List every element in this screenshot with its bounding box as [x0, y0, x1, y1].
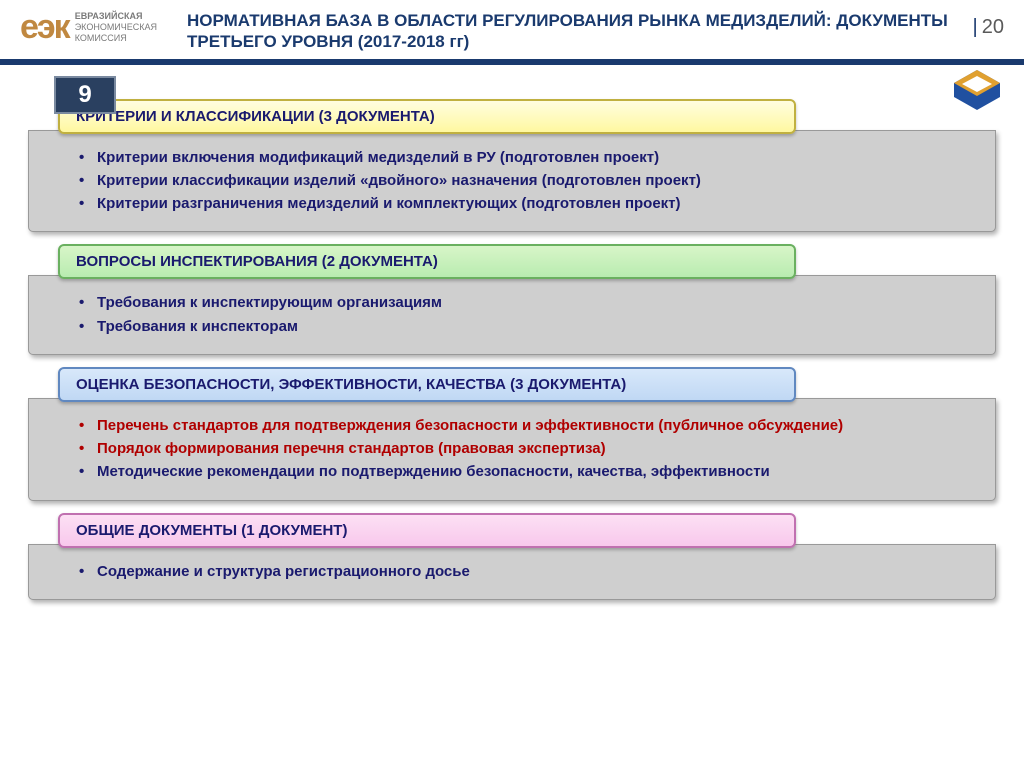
page-number: |20 — [973, 8, 1004, 39]
logo-mark: еэк — [20, 8, 69, 47]
content-area: КРИТЕРИИ И КЛАССИФИКАЦИИ (3 ДОКУМЕНТА) Кр… — [0, 65, 1024, 600]
logo-block: еэк ЕВРАЗИЙСКАЯ экономическая комиссия — [20, 8, 157, 47]
section-body: Требования к инспектирующим организациям… — [28, 275, 996, 355]
list-item: Требования к инспекторам — [79, 317, 965, 337]
list-item: Требования к инспектирующим организациям — [79, 293, 965, 313]
section-body: Содержание и структура регистрационного … — [28, 544, 996, 600]
section-count-badge: 9 — [54, 76, 116, 114]
page-title: НОРМАТИВНАЯ БАЗА В ОБЛАСТИ РЕГУЛИРОВАНИЯ… — [157, 8, 973, 53]
section-header: ОБЩИЕ ДОКУМЕНТЫ (1 ДОКУМЕНТ) — [58, 513, 796, 548]
section-body: Критерии включения модификаций медиздели… — [28, 130, 996, 233]
header-divider — [0, 59, 1024, 65]
section-header: ОЦЕНКА БЕЗОПАСНОСТИ, ЭФФЕКТИВНОСТИ, КАЧЕ… — [58, 367, 796, 402]
logo-text-2: экономическая — [75, 22, 157, 33]
logo-text: ЕВРАЗИЙСКАЯ экономическая комиссия — [75, 11, 157, 43]
list-item: Критерии включения модификаций медиздели… — [79, 148, 965, 168]
section-header: ВОПРОСЫ ИНСПЕКТИРОВАНИЯ (2 ДОКУМЕНТА) — [58, 244, 796, 279]
list-item: Содержание и структура регистрационного … — [79, 562, 965, 582]
section: ОБЩИЕ ДОКУМЕНТЫ (1 ДОКУМЕНТ) Содержание и… — [28, 513, 996, 600]
page-number-value: 20 — [982, 16, 1004, 38]
section: ВОПРОСЫ ИНСПЕКТИРОВАНИЯ (2 ДОКУМЕНТА)Тре… — [28, 244, 996, 355]
list-item: Перечень стандартов для подтверждения бе… — [79, 416, 965, 436]
list-item: Порядок формирования перечня стандартов … — [79, 439, 965, 459]
list-item: Критерии классификации изделий «двойного… — [79, 171, 965, 191]
list-item: Методические рекомендации по подтвержден… — [79, 462, 965, 482]
section: КРИТЕРИИ И КЛАССИФИКАЦИИ (3 ДОКУМЕНТА) Кр… — [28, 99, 996, 233]
list-item: Критерии разграничения медизделий и комп… — [79, 194, 965, 214]
section-header: КРИТЕРИИ И КЛАССИФИКАЦИИ (3 ДОКУМЕНТА) — [58, 99, 796, 134]
logo-text-3: комиссия — [75, 33, 157, 44]
logo-text-1: ЕВРАЗИЙСКАЯ — [75, 11, 157, 22]
slide-header: еэк ЕВРАЗИЙСКАЯ экономическая комиссия Н… — [0, 0, 1024, 53]
section-body: Перечень стандартов для подтверждения бе… — [28, 398, 996, 501]
section: ОЦЕНКА БЕЗОПАСНОСТИ, ЭФФЕКТИВНОСТИ, КАЧЕ… — [28, 367, 996, 501]
